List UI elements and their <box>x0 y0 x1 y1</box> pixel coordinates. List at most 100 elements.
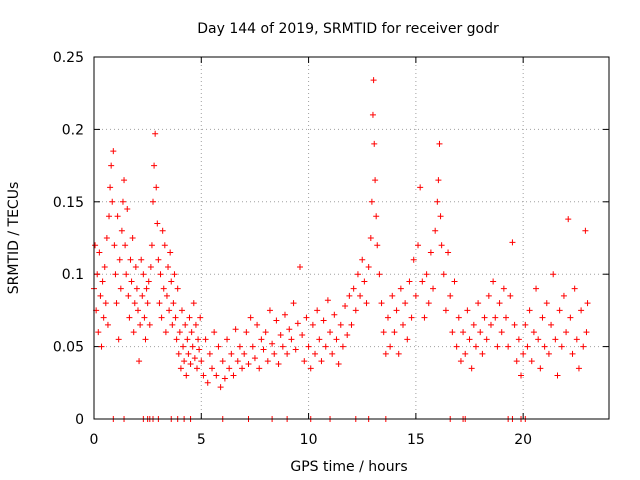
data-point <box>178 307 185 314</box>
data-point <box>184 336 191 343</box>
data-point <box>269 340 276 347</box>
data-point <box>350 285 357 292</box>
data-point <box>197 314 204 321</box>
data-point <box>138 256 145 263</box>
data-point <box>134 307 141 314</box>
data-point <box>132 263 139 270</box>
y-tick-label: 0.25 <box>53 50 84 66</box>
chart-title: Day 144 of 2019, SRMTID for receiver god… <box>197 21 499 37</box>
data-point <box>301 358 308 365</box>
data-point <box>129 235 136 241</box>
data-point <box>449 329 456 336</box>
data-point <box>421 314 428 321</box>
data-point <box>96 249 103 256</box>
data-point <box>196 346 203 353</box>
data-point <box>211 329 218 336</box>
data-point <box>374 242 381 249</box>
data-point <box>166 307 173 314</box>
data-point <box>262 329 269 336</box>
data-point <box>288 336 295 343</box>
data-point <box>251 355 258 362</box>
data-point <box>148 242 155 249</box>
plot-frame <box>93 56 610 420</box>
data-point <box>101 263 108 270</box>
data-point <box>322 343 329 350</box>
data-point <box>297 263 303 270</box>
data-point <box>209 365 216 372</box>
data-point <box>503 314 509 321</box>
data-point <box>329 350 336 357</box>
data-point <box>286 326 293 333</box>
data-point <box>483 336 490 343</box>
data-point <box>438 242 445 249</box>
data-point <box>440 271 447 278</box>
data-point <box>352 307 359 314</box>
data-point <box>190 300 197 307</box>
data-point <box>569 350 576 357</box>
data-point <box>563 329 570 336</box>
data-point <box>152 130 159 137</box>
data-point <box>94 271 101 278</box>
data-point <box>331 311 338 318</box>
data-point <box>165 263 172 270</box>
data-point <box>573 336 580 343</box>
data-point <box>99 278 106 285</box>
data-point <box>156 300 163 307</box>
data-point <box>485 292 492 299</box>
data-point <box>224 336 231 343</box>
data-point <box>460 329 467 336</box>
data-point <box>234 358 241 365</box>
data-point <box>333 336 340 343</box>
data-point <box>279 343 286 350</box>
data-point <box>464 307 471 314</box>
data-point <box>528 358 535 365</box>
data-point <box>247 314 254 321</box>
y-tick-label: 0 <box>75 412 84 428</box>
data-point <box>173 336 180 343</box>
data-point <box>380 329 387 336</box>
data-point <box>153 184 160 191</box>
data-point <box>114 213 121 220</box>
data-point <box>481 314 488 321</box>
data-point <box>141 314 148 321</box>
data-point <box>434 198 441 205</box>
data-point <box>376 271 383 278</box>
data-point <box>118 227 125 234</box>
data-point <box>537 365 544 372</box>
data-point <box>423 271 430 278</box>
data-point <box>584 300 591 307</box>
data-point <box>258 336 265 343</box>
data-point <box>389 292 396 299</box>
data-point <box>357 292 364 299</box>
data-point <box>123 271 130 278</box>
data-point <box>170 300 177 307</box>
data-point <box>143 285 150 292</box>
data-point <box>475 300 482 307</box>
data-point <box>535 336 542 343</box>
data-point <box>176 329 183 336</box>
data-point <box>273 317 280 324</box>
data-point <box>277 332 284 339</box>
data-point <box>146 321 153 328</box>
data-point <box>583 329 590 336</box>
data-point <box>292 346 299 353</box>
data-point <box>373 213 380 220</box>
data-point <box>202 336 209 343</box>
data-point <box>556 307 563 314</box>
y-tick-label: 0.05 <box>53 340 84 356</box>
data-point <box>314 307 321 314</box>
data-point <box>382 350 389 357</box>
data-point <box>507 292 514 299</box>
data-point <box>275 360 282 367</box>
data-point <box>490 278 497 285</box>
data-point <box>309 321 316 328</box>
data-point <box>453 343 460 350</box>
data-point <box>410 256 417 263</box>
data-point <box>219 358 226 365</box>
data-point <box>565 216 572 223</box>
data-point <box>518 372 525 379</box>
data-point <box>339 343 346 350</box>
data-point <box>226 365 233 372</box>
data-point <box>154 220 161 227</box>
